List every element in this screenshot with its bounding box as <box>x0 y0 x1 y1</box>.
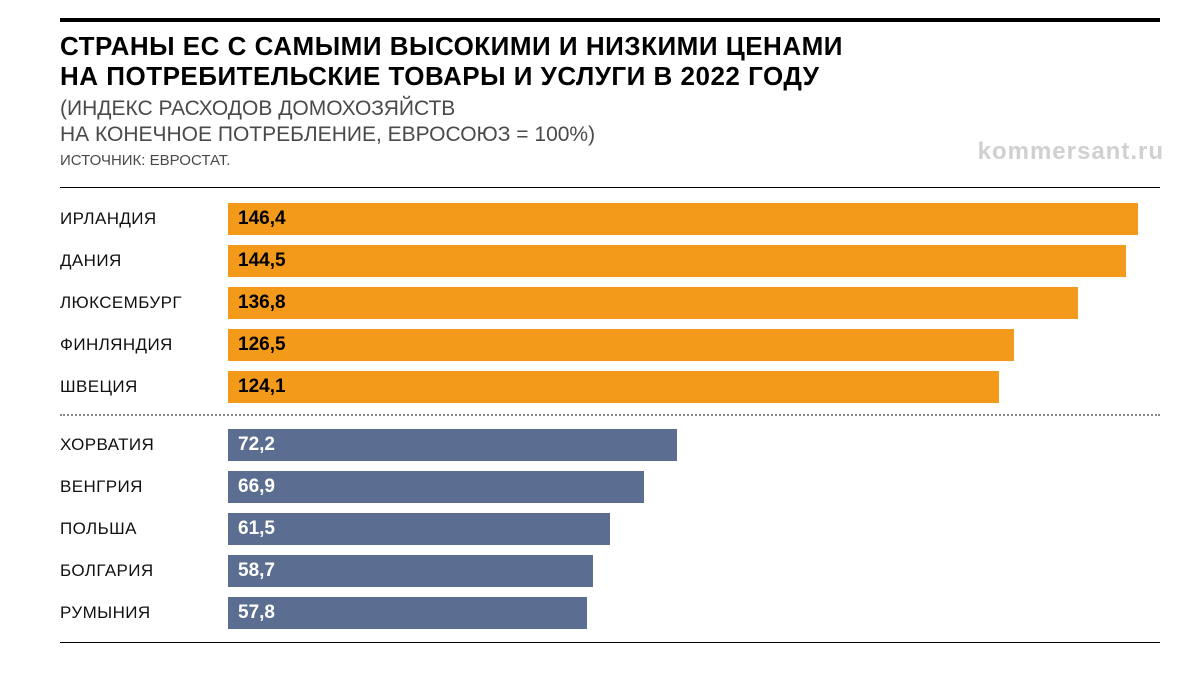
chart-row: БОЛГАРИЯ 58,7 <box>60 550 1160 592</box>
bar-track: 144,5 <box>228 245 1160 277</box>
chart-title: СТРАНЫ ЕС С САМЫМИ ВЫСОКИМИ И НИЗКИМИ ЦЕ… <box>60 32 1160 92</box>
chart-row: РУМЫНИЯ 57,8 <box>60 592 1160 634</box>
bar: 66,9 <box>228 471 644 503</box>
row-label: ХОРВАТИЯ <box>60 435 228 455</box>
row-label: ПОЛЬША <box>60 519 228 539</box>
bar: 126,5 <box>228 329 1014 361</box>
bar: 146,4 <box>228 203 1138 235</box>
bar-value: 136,8 <box>238 292 286 314</box>
bar-track: 126,5 <box>228 329 1160 361</box>
bar-value: 66,9 <box>238 476 275 498</box>
row-label: ФИНЛЯНДИЯ <box>60 335 228 355</box>
bar-track: 72,2 <box>228 429 1160 461</box>
bar: 57,8 <box>228 597 587 629</box>
bar-value: 57,8 <box>238 602 275 624</box>
row-label: РУМЫНИЯ <box>60 603 228 623</box>
row-label: ДАНИЯ <box>60 251 228 271</box>
bar-track: 66,9 <box>228 471 1160 503</box>
bar-value: 124,1 <box>238 376 286 398</box>
chart-row: ХОРВАТИЯ 72,2 <box>60 424 1160 466</box>
bar: 136,8 <box>228 287 1078 319</box>
chart-row: ДАНИЯ 144,5 <box>60 240 1160 282</box>
row-label: ИРЛАНДИЯ <box>60 209 228 229</box>
bar-track: 57,8 <box>228 597 1160 629</box>
bar: 58,7 <box>228 555 593 587</box>
bar-track: 136,8 <box>228 287 1160 319</box>
bar-value: 146,4 <box>238 208 286 230</box>
bar-track: 124,1 <box>228 371 1160 403</box>
infographic-container: СТРАНЫ ЕС С САМЫМИ ВЫСОКИМИ И НИЗКИМИ ЦЕ… <box>0 0 1200 661</box>
chart-row: ФИНЛЯНДИЯ 126,5 <box>60 324 1160 366</box>
chart-row: ПОЛЬША 61,5 <box>60 508 1160 550</box>
chart-row: ВЕНГРИЯ 66,9 <box>60 466 1160 508</box>
title-line-1: СТРАНЫ ЕС С САМЫМИ ВЫСОКИМИ И НИЗКИМИ ЦЕ… <box>60 32 1160 62</box>
bar-chart: ИРЛАНДИЯ 146,4 ДАНИЯ 144,5 ЛЮКСЕМБУРГ 136,8 ФИ… <box>60 187 1160 643</box>
chart-row: ЛЮКСЕМБУРГ 136,8 <box>60 282 1160 324</box>
group-divider <box>60 414 1160 416</box>
bar-value: 61,5 <box>238 518 275 540</box>
chart-row: ИРЛАНДИЯ 146,4 <box>60 198 1160 240</box>
top-rule <box>60 18 1160 22</box>
bar-track: 58,7 <box>228 555 1160 587</box>
bar-value: 126,5 <box>238 334 286 356</box>
bar-value: 144,5 <box>238 250 286 272</box>
bar: 61,5 <box>228 513 610 545</box>
bar: 72,2 <box>228 429 677 461</box>
bar-value: 72,2 <box>238 434 275 456</box>
title-line-2: НА ПОТРЕБИТЕЛЬСКИЕ ТОВАРЫ И УСЛУГИ В 202… <box>60 62 1160 92</box>
watermark: kommersant.ru <box>978 138 1164 166</box>
bar: 144,5 <box>228 245 1126 277</box>
bar-value: 58,7 <box>238 560 275 582</box>
row-label: ВЕНГРИЯ <box>60 477 228 497</box>
bar-track: 61,5 <box>228 513 1160 545</box>
bar: 124,1 <box>228 371 999 403</box>
bar-track: 146,4 <box>228 203 1160 235</box>
row-label: ЛЮКСЕМБУРГ <box>60 293 228 313</box>
chart-row: ШВЕЦИЯ 124,1 <box>60 366 1160 408</box>
subtitle-line-1: (ИНДЕКС РАСХОДОВ ДОМОХОЗЯЙСТВ <box>60 96 1160 122</box>
row-label: ШВЕЦИЯ <box>60 377 228 397</box>
row-label: БОЛГАРИЯ <box>60 561 228 581</box>
